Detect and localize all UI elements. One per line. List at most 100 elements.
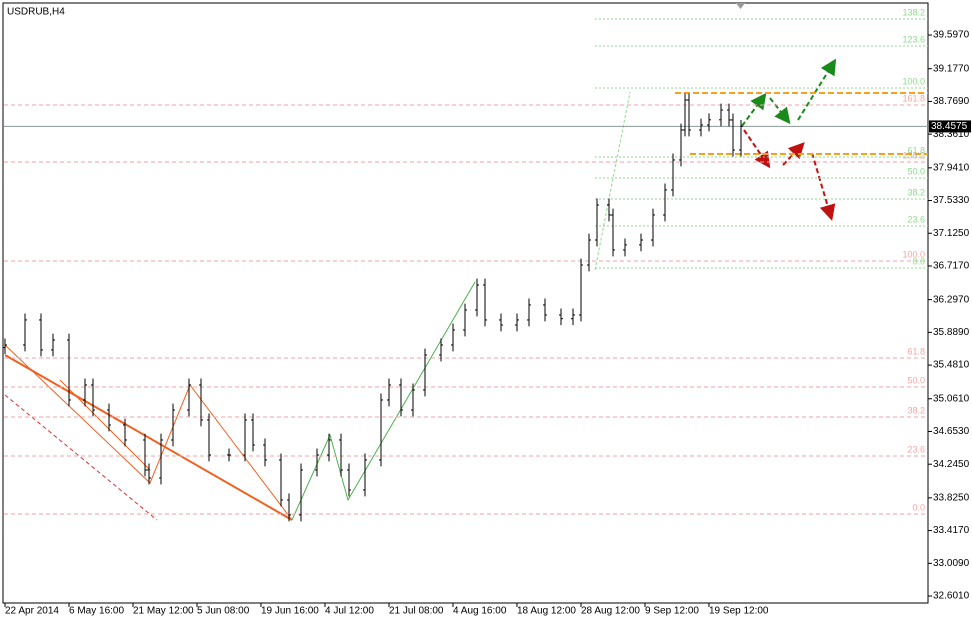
ohlc-bar bbox=[83, 378, 87, 407]
ohlc-bar bbox=[227, 448, 231, 462]
fib-label: 138.2 bbox=[902, 7, 925, 17]
arrow bbox=[782, 142, 805, 166]
ohlc-bar bbox=[279, 453, 283, 507]
ohlc-bar bbox=[171, 403, 175, 447]
ohlc-bar bbox=[475, 278, 479, 317]
ohlc-bar bbox=[719, 103, 723, 127]
y-tick-label: 39.5970 bbox=[933, 30, 970, 41]
ohlc-bar bbox=[587, 233, 591, 272]
arrow bbox=[769, 97, 791, 125]
ohlc-bar bbox=[199, 378, 203, 427]
ohlc-bar bbox=[571, 308, 575, 326]
x-tick-label: 9 Sep 12:00 bbox=[645, 606, 699, 617]
channel bbox=[59, 379, 151, 471]
y-tick-label: 35.0610 bbox=[933, 393, 970, 404]
y-tick-label: 33.8250 bbox=[933, 493, 970, 504]
ohlc-bar bbox=[67, 333, 71, 407]
fib-label: 61.8 bbox=[907, 145, 925, 155]
x-tick-label: 19 Jun 16:00 bbox=[261, 606, 319, 617]
fib-label: 38.2 bbox=[907, 187, 925, 197]
y-tick-label: 39.1770 bbox=[933, 63, 970, 74]
ohlc-bar bbox=[187, 378, 191, 417]
plot-frame bbox=[2, 2, 929, 604]
fib-label: 38.2 bbox=[907, 405, 925, 415]
x-tick-label: 5 Jun 08:00 bbox=[197, 606, 250, 617]
arrow bbox=[741, 92, 767, 127]
ohlc-bar bbox=[739, 119, 743, 157]
ohlc-bar bbox=[315, 448, 319, 477]
ohlc-bar bbox=[731, 113, 735, 157]
ohlc-bar bbox=[707, 113, 711, 132]
x-tick-label: 21 May 12:00 bbox=[133, 606, 194, 617]
ohlc-bar bbox=[671, 153, 675, 197]
ohlc-bar bbox=[107, 403, 111, 432]
ohlc-bar bbox=[439, 338, 443, 362]
fib-label: 61.8 bbox=[907, 346, 925, 356]
ohlc-bar bbox=[3, 338, 7, 354]
ohlc-bar bbox=[483, 278, 487, 327]
y-tick-label: 34.6530 bbox=[933, 426, 970, 437]
x-tick-label: 19 Sep 12:00 bbox=[709, 606, 769, 617]
ohlc-bar bbox=[683, 93, 687, 137]
x-tick-label: 28 Aug 12:00 bbox=[581, 606, 640, 617]
ohlc-bar bbox=[623, 238, 627, 257]
shift-marker bbox=[736, 3, 745, 9]
ohlc-bar bbox=[639, 233, 643, 252]
x-tick-label: 21 Jul 08:00 bbox=[389, 606, 444, 617]
x-tick-label: 6 May 16:00 bbox=[69, 606, 124, 617]
fib-label: 50.0 bbox=[907, 375, 925, 385]
ohlc-bar bbox=[243, 413, 247, 462]
current-price-label: 38.4575 bbox=[931, 121, 968, 132]
ohlc-bar bbox=[651, 208, 655, 247]
y-tick-label: 37.5330 bbox=[933, 195, 970, 206]
x-tick-label: 4 Jul 12:00 bbox=[325, 606, 374, 617]
fib-label: 0.0 bbox=[912, 256, 925, 266]
ohlc-bar bbox=[147, 463, 151, 485]
y-tick-label: 35.4810 bbox=[933, 360, 970, 371]
y-tick-label: 38.3610 bbox=[933, 129, 970, 140]
y-tick-label: 33.4170 bbox=[933, 525, 970, 536]
chart-title: USDRUB,H4 bbox=[7, 7, 65, 18]
ohlc-bar bbox=[663, 183, 667, 222]
ohlc-bar bbox=[347, 463, 351, 497]
ohlc-bar bbox=[379, 393, 383, 467]
fib-label: 100.0 bbox=[902, 76, 925, 86]
fib-label: 23.6 bbox=[907, 214, 925, 224]
fib-label: 100.0 bbox=[902, 249, 925, 259]
down-scenario bbox=[743, 129, 836, 221]
ohlc-bar bbox=[579, 258, 583, 322]
fib-label: 138.2 bbox=[902, 150, 925, 160]
ohlc-bar bbox=[23, 313, 27, 352]
ohlc-bar bbox=[39, 313, 43, 357]
y-tick-label: 37.9410 bbox=[933, 162, 970, 173]
ohlc-bar bbox=[679, 123, 683, 167]
ohlc-bar bbox=[515, 313, 519, 332]
x-tick-label: 4 Aug 16:00 bbox=[453, 606, 507, 617]
ohlc-bar bbox=[327, 433, 331, 462]
arrow bbox=[743, 129, 771, 169]
ohlc-bar bbox=[595, 198, 599, 247]
ohlc-bar bbox=[423, 348, 427, 397]
ohlc-bar bbox=[527, 298, 531, 327]
ohlc-bar bbox=[251, 413, 255, 452]
y-tick-label: 38.7690 bbox=[933, 96, 970, 107]
ohlc-bar bbox=[727, 103, 731, 127]
arrow bbox=[811, 152, 836, 221]
x-tick-label: 18 Aug 12:00 bbox=[517, 606, 576, 617]
ohlc-bar bbox=[463, 303, 467, 337]
ohlc-bar bbox=[207, 413, 211, 462]
ohlc-bar bbox=[363, 453, 367, 497]
ohlc-bar bbox=[499, 313, 503, 332]
ohlc-bar bbox=[543, 298, 547, 322]
y-tick-label: 37.1250 bbox=[933, 228, 970, 239]
channel bbox=[4, 394, 158, 521]
fib-label: 23.6 bbox=[907, 444, 925, 454]
drawings: 161.8 138.2 100.0 61.8 50.0 38.2 23.6 0.0 138.2 1… bbox=[4, 7, 928, 521]
ohlc-bar bbox=[299, 463, 303, 522]
ohlc-bar bbox=[51, 333, 55, 357]
ohlc-bar bbox=[687, 93, 691, 137]
ohlc-bar bbox=[143, 433, 147, 477]
ohlc-bar bbox=[611, 208, 615, 257]
